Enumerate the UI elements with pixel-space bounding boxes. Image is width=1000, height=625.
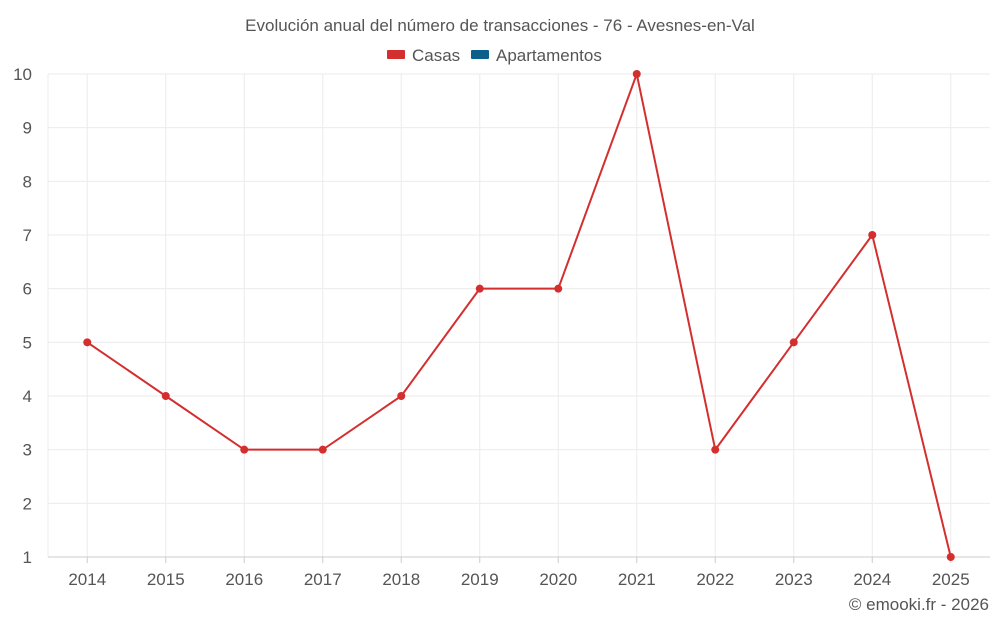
legend-label-casas[interactable]: Casas	[412, 46, 460, 65]
x-tick-label: 2014	[68, 570, 106, 589]
y-tick-label: 8	[23, 172, 32, 191]
x-tick-label: 2025	[932, 570, 970, 589]
data-point-casas-2017[interactable]	[318, 445, 327, 454]
data-point-casas-2021[interactable]	[632, 70, 641, 78]
legend-swatch-apartamentos[interactable]	[471, 50, 489, 59]
data-point-casas-2022[interactable]	[711, 445, 720, 454]
x-tick-label: 2022	[696, 570, 734, 589]
y-tick-label: 3	[23, 441, 32, 460]
series-line-casas	[86, 70, 952, 558]
y-tick-label: 1	[23, 548, 32, 567]
y-tick-label: 9	[23, 119, 32, 138]
data-point-casas-2015[interactable]	[161, 392, 170, 400]
series-layer	[83, 70, 955, 561]
data-point-casas-2019[interactable]	[475, 284, 484, 293]
y-tick-label: 2	[23, 494, 32, 513]
x-tick-label: 2018	[382, 570, 420, 589]
x-tick-label: 2015	[147, 570, 185, 589]
data-point-casas-2024[interactable]	[868, 231, 877, 239]
legend-label-apartamentos[interactable]: Apartamentos	[496, 46, 602, 65]
data-point-casas-2025[interactable]	[946, 553, 955, 561]
x-tick-label: 2023	[775, 570, 813, 589]
x-tick-label: 2017	[304, 570, 342, 589]
grid	[47, 73, 990, 557]
x-axis-ticks: 2014 2015 2016 2017 2018 2019 2020 2021 2022 2023…	[68, 570, 969, 589]
y-tick-label: 10	[13, 65, 32, 84]
x-tick-label: 2016	[225, 570, 263, 589]
y-tick-label: 5	[23, 333, 32, 352]
data-point-casas-2018[interactable]	[397, 392, 406, 400]
data-point-casas-2014[interactable]	[83, 338, 92, 347]
y-tick-label: 4	[23, 387, 32, 406]
y-tick-label: 7	[23, 226, 32, 245]
y-tick-label: 6	[23, 280, 32, 299]
axes	[48, 556, 990, 563]
data-point-casas-2023[interactable]	[789, 338, 798, 347]
credit-text: © emooki.fr - 2026	[849, 595, 989, 614]
legend: Casas Apartamentos	[387, 46, 602, 65]
y-axis-ticks: 1 2 3 4 5 6 7 8 9 10	[13, 65, 32, 567]
chart-title: Evolución anual del número de transaccio…	[245, 16, 755, 35]
data-point-casas-2020[interactable]	[554, 284, 563, 293]
x-tick-label: 2019	[461, 570, 499, 589]
x-tick-label: 2021	[618, 570, 656, 589]
x-tick-label: 2020	[539, 570, 577, 589]
x-tick-label: 2024	[853, 570, 891, 589]
data-point-casas-2016[interactable]	[240, 445, 249, 454]
legend-swatch-casas[interactable]	[387, 50, 405, 59]
